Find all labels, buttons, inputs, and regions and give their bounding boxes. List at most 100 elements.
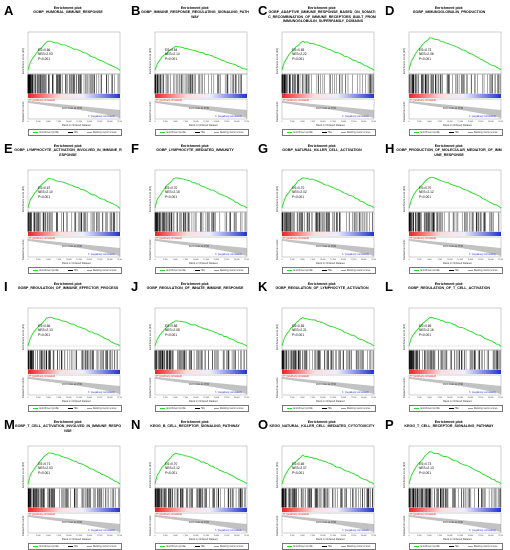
x-tick-label: 12,500: [76, 121, 82, 123]
plot-title: Enrichment plot: GOBP_REGULATION_OF_INNAT…: [141, 282, 249, 291]
plot-title: Enrichment plot: GOBP_PRODUCTION_OF_MOLEC…: [395, 144, 503, 157]
x-tick-label: 22,500: [371, 121, 376, 123]
y-axis-label-es: Enrichment score (ES): [403, 47, 406, 74]
x-axis-label: Rank in Ordered Dataset: [443, 262, 472, 265]
legend-label: Ranking metric scores: [473, 131, 498, 134]
low-correlation-label: 'L' (negatively correlated): [342, 115, 369, 118]
x-tick-label: 15,000: [214, 259, 220, 261]
high-correlation-label: 'H' (positively correlated): [29, 99, 56, 102]
high-correlation-label: 'H' (positively correlated): [410, 237, 437, 240]
legend-swatch: [321, 131, 327, 133]
low-correlation-label: 'L' (negatively correlated): [215, 253, 242, 256]
x-tick-label: 20,000: [361, 121, 367, 123]
stats-block: ES=0.66 NES=2.03 P<0.001: [38, 48, 53, 61]
gene-set-name: GOBP_HUMORAL_IMMUNE_RESPONSE: [33, 10, 103, 15]
enrichment-curve: [154, 452, 248, 485]
legend-label: Enrichment profile: [39, 407, 59, 410]
x-tick-label: 5,000: [300, 121, 305, 123]
metric-frame: [27, 512, 121, 534]
x-tick-label: 15,000: [468, 397, 474, 399]
ranking-color-bar: [28, 508, 120, 512]
x-tick-label: 10,000: [193, 535, 199, 537]
metric-frame: [408, 98, 502, 120]
gene-set-name: GOBP_ADAPTIVE_IMMUNE_RESPONSE_BASED_ON_S…: [268, 10, 376, 24]
metric-frame: [408, 512, 502, 534]
gsea-panel: H Enrichment plot: GOBP_PRODUCTION_OF_MOLE…: [385, 142, 503, 274]
panel-letter: E: [4, 141, 13, 156]
legend-swatch: [414, 269, 420, 271]
x-tick-label: 10,000: [66, 121, 72, 123]
legend-item: Enrichment profile: [33, 130, 59, 135]
x-tick-label: 7,500: [56, 397, 61, 399]
metric-frame: [281, 374, 375, 396]
x-tick-label: 0: [282, 259, 283, 261]
legend-item: Hits: [194, 268, 205, 273]
legend-swatch: [33, 269, 39, 271]
ranked-metric-area: [28, 377, 120, 394]
panel-letter: N: [131, 417, 141, 432]
x-tick-label: 12,500: [457, 535, 463, 537]
legend-item: Enrichment profile: [287, 268, 313, 273]
legend-item: Enrichment profile: [414, 544, 440, 549]
x-tick-label: 5,000: [173, 259, 178, 261]
gsea-panel: B Enrichment plot: GOBP_IMMUNE_RESPONSE_RE…: [131, 4, 249, 136]
stats-block: ES=0.65 NES=2.22 P<0.001: [292, 48, 307, 61]
x-tick-label: 10,000: [193, 259, 199, 261]
x-tick-label: 2,500: [417, 397, 422, 399]
x-tick-label: 7,500: [183, 397, 188, 399]
x-tick-label: 20,000: [488, 259, 494, 261]
x-tick-label: 5,000: [173, 121, 178, 123]
x-tick-label: 22,500: [117, 259, 122, 261]
plot-title: Enrichment plot: GOBP_HUMORAL_IMMUNE_RESP…: [14, 6, 122, 15]
legend-swatch: [67, 131, 73, 133]
x-tick-label: 22,500: [371, 397, 376, 399]
hit-marks: [27, 350, 118, 370]
x-tick-label: 0: [282, 397, 283, 399]
x-tick-label: 10,000: [320, 397, 326, 399]
legend-label: Hits: [73, 131, 78, 134]
high-correlation-label: 'H' (positively correlated): [29, 375, 56, 378]
low-correlation-label: 'L' (negatively correlated): [342, 253, 369, 256]
x-tick-label: 17,500: [351, 397, 357, 399]
metric-frame: [408, 236, 502, 258]
low-correlation-label: 'L' (negatively correlated): [88, 529, 115, 532]
low-correlation-label: 'L' (negatively correlated): [215, 115, 242, 118]
zero-cross-label: Zero cross at 4736: [62, 107, 82, 110]
legend-label: Ranking metric scores: [346, 269, 371, 272]
legend-label: Enrichment profile: [293, 269, 313, 272]
y-axis-label-metric: Ranked list metric: [149, 377, 152, 398]
legend-item: Enrichment profile: [160, 130, 186, 135]
es-value: ES=0.54: [165, 48, 178, 52]
es-value: ES=0.67: [38, 186, 51, 190]
panel-letter: J: [131, 279, 139, 294]
legend-label: Hits: [200, 269, 205, 272]
stats-block: ES=0.71 NES=2.03 P<0.001: [38, 462, 53, 475]
enrichment-svg: 0 2,500 5,000 7,500 10,000 12,500 15,000 17,500…: [408, 169, 503, 261]
legend-swatch: [194, 269, 200, 271]
x-tick-label: 12,500: [457, 397, 463, 399]
p-value: P<0.001: [38, 470, 50, 475]
x-tick-label: 0: [28, 397, 29, 399]
legend-label: Hits: [73, 269, 78, 272]
enrichment-curve: [281, 40, 375, 71]
legend-swatch: [67, 545, 73, 547]
plot-title-prefix: Enrichment plot:: [307, 6, 337, 10]
metric-frame: [281, 512, 375, 534]
x-axis-label: Rank in Ordered Dataset: [316, 538, 345, 541]
x-tick-label: 12,500: [203, 397, 209, 399]
gene-set-name: GOBP_LYMPHOCYTE_ACTIVATION_INVOLVED_IN_I…: [14, 148, 122, 157]
legend-label: Enrichment profile: [39, 131, 59, 134]
enrichment-curve: [27, 40, 121, 71]
ranking-color-bar: [282, 370, 374, 374]
hit-marks: [154, 74, 242, 94]
legend-label: Ranking metric scores: [219, 407, 244, 410]
legend-item: Enrichment profile: [160, 406, 186, 411]
legend-swatch: [287, 131, 293, 133]
legend-swatch: [448, 131, 454, 133]
p-value: P<0.001: [292, 332, 304, 337]
plot-title-prefix: Enrichment plot:: [53, 6, 83, 10]
legend-label: Enrichment profile: [420, 407, 440, 410]
stats-block: ES=0.73 NES=2.06 P<0.001: [419, 48, 434, 61]
legend-swatch: [414, 545, 420, 547]
low-correlation-label: 'L' (negatively correlated): [342, 529, 369, 532]
